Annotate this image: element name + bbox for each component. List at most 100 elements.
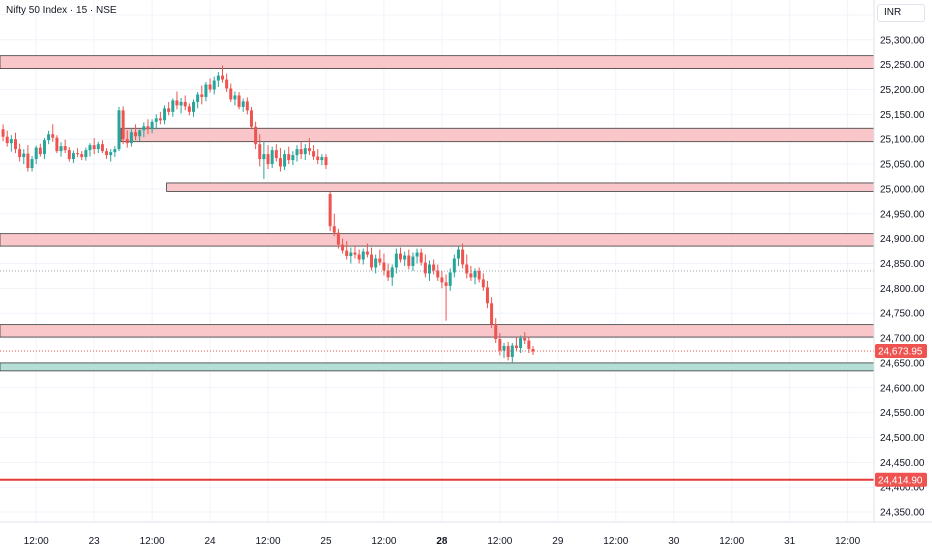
candle-body[interactable]: [249, 110, 253, 127]
candle-body[interactable]: [163, 108, 167, 121]
candle-body[interactable]: [146, 126, 150, 130]
candle-body[interactable]: [216, 75, 220, 81]
candle-body[interactable]: [332, 226, 336, 233]
candle-body[interactable]: [365, 251, 369, 255]
candle-body[interactable]: [13, 139, 17, 150]
candle-body[interactable]: [506, 346, 510, 357]
candle-body[interactable]: [481, 279, 485, 288]
candle-body[interactable]: [158, 118, 162, 121]
candle-body[interactable]: [473, 270, 477, 278]
candle-body[interactable]: [498, 339, 502, 351]
candle-body[interactable]: [423, 262, 427, 274]
candle-body[interactable]: [316, 156, 320, 161]
candle-body[interactable]: [531, 348, 535, 352]
candle-body[interactable]: [361, 251, 365, 260]
price-axis[interactable]: 25,350.0025,300.0025,250.0025,200.0025,1…: [880, 10, 925, 518]
candle-body[interactable]: [117, 110, 121, 150]
resistance-zone[interactable]: [166, 182, 875, 192]
candle-body[interactable]: [30, 159, 34, 169]
time-axis[interactable]: 12:00 23 12:00 24 12:00 25 12:00 28 12:00 29 12:00…: [24, 536, 861, 547]
resistance-zone[interactable]: [0, 233, 875, 247]
candle-body[interactable]: [167, 108, 171, 112]
candle-body[interactable]: [71, 153, 75, 160]
candle-body[interactable]: [382, 262, 386, 271]
candle-body[interactable]: [390, 267, 394, 278]
candle-body[interactable]: [109, 152, 113, 156]
candle-body[interactable]: [233, 95, 237, 100]
candle-body[interactable]: [5, 136, 9, 144]
candle-body[interactable]: [142, 126, 146, 131]
candles[interactable]: [1, 65, 535, 363]
candle-body[interactable]: [262, 154, 266, 160]
candle-body[interactable]: [465, 264, 469, 274]
candle-body[interactable]: [237, 95, 241, 107]
candle-body[interactable]: [254, 126, 258, 145]
candle-body[interactable]: [18, 149, 22, 158]
resistance-zone[interactable]: [0, 55, 875, 70]
candle-body[interactable]: [341, 244, 345, 251]
candle-body[interactable]: [138, 130, 142, 137]
candle-body[interactable]: [76, 153, 80, 155]
candle-body[interactable]: [192, 101, 196, 112]
candle-body[interactable]: [266, 154, 270, 165]
candle-body[interactable]: [502, 346, 506, 351]
candle-body[interactable]: [399, 253, 403, 260]
candle-body[interactable]: [154, 118, 158, 122]
candle-body[interactable]: [113, 149, 117, 153]
candle-body[interactable]: [510, 345, 514, 357]
candle-body[interactable]: [171, 100, 175, 112]
candle-body[interactable]: [394, 253, 398, 268]
candle-body[interactable]: [150, 121, 154, 130]
candle-body[interactable]: [461, 249, 465, 265]
candle-body[interactable]: [241, 101, 245, 107]
candle-body[interactable]: [51, 134, 55, 138]
candle-body[interactable]: [432, 264, 436, 271]
candle-body[interactable]: [34, 147, 38, 160]
candle-body[interactable]: [200, 94, 204, 97]
resistance-zone[interactable]: [0, 324, 875, 338]
candle-body[interactable]: [523, 338, 527, 341]
candle-body[interactable]: [295, 149, 299, 156]
candle-body[interactable]: [258, 144, 262, 160]
candle-body[interactable]: [225, 79, 229, 89]
candle-body[interactable]: [456, 249, 460, 259]
candle-body[interactable]: [88, 145, 92, 151]
candle-body[interactable]: [469, 273, 473, 278]
candle-body[interactable]: [59, 146, 63, 152]
candle-body[interactable]: [270, 150, 274, 165]
candle-body[interactable]: [229, 88, 233, 100]
candle-body[interactable]: [96, 144, 100, 150]
candle-body[interactable]: [1, 129, 5, 137]
candle-body[interactable]: [527, 340, 531, 349]
candle-body[interactable]: [105, 151, 109, 156]
candle-body[interactable]: [477, 270, 481, 280]
candle-body[interactable]: [328, 193, 332, 227]
candle-body[interactable]: [374, 258, 378, 268]
candle-body[interactable]: [494, 324, 498, 340]
candle-body[interactable]: [125, 139, 129, 144]
candle-body[interactable]: [26, 153, 30, 169]
candle-body[interactable]: [345, 250, 349, 257]
candle-body[interactable]: [411, 256, 415, 266]
candle-body[interactable]: [84, 150, 88, 158]
candle-body[interactable]: [129, 132, 133, 144]
candle-body[interactable]: [134, 132, 138, 137]
candle-body[interactable]: [121, 110, 125, 140]
candle-body[interactable]: [378, 258, 382, 263]
candle-body[interactable]: [291, 155, 295, 161]
candle-body[interactable]: [407, 255, 411, 266]
candle-body[interactable]: [307, 148, 311, 152]
candle-body[interactable]: [353, 252, 357, 255]
candle-body[interactable]: [452, 258, 456, 273]
candle-body[interactable]: [440, 277, 444, 283]
candle-body[interactable]: [403, 255, 407, 260]
candle-body[interactable]: [9, 139, 13, 144]
candle-body[interactable]: [299, 149, 303, 155]
candle-body[interactable]: [336, 232, 340, 245]
candle-body[interactable]: [274, 150, 278, 159]
candle-body[interactable]: [519, 338, 523, 348]
candle-body[interactable]: [278, 158, 282, 167]
candle-body[interactable]: [370, 254, 374, 268]
candle-body[interactable]: [67, 150, 71, 160]
candle-body[interactable]: [324, 157, 328, 166]
